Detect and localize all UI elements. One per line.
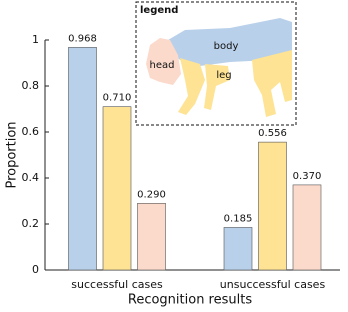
x-tick-label: successful cases bbox=[71, 278, 163, 291]
value-label: 0.556 bbox=[258, 128, 287, 139]
legend-swatch bbox=[252, 50, 292, 117]
bar bbox=[102, 106, 132, 271]
value-label: 0.290 bbox=[137, 189, 166, 200]
y-axis-label: Proportion bbox=[5, 121, 20, 188]
x-tick-label: unsuccessful cases bbox=[220, 278, 326, 291]
legend-swatch bbox=[204, 64, 230, 110]
y-tick-label: 0.4 bbox=[22, 171, 40, 184]
legend-label: body bbox=[214, 41, 239, 52]
legend-title: legend bbox=[140, 5, 178, 16]
y-tick-label: 1 bbox=[32, 33, 39, 46]
bar bbox=[258, 141, 287, 271]
legend-swatch bbox=[178, 58, 205, 115]
legend-label: leg bbox=[216, 70, 231, 81]
y-tick-label: 0.2 bbox=[22, 217, 40, 230]
legend-label: head bbox=[150, 60, 175, 71]
bar bbox=[292, 184, 322, 271]
bar bbox=[68, 47, 97, 271]
value-label: 0.370 bbox=[293, 171, 322, 182]
y-tick-label: 0 bbox=[32, 263, 39, 276]
y-tick-label: 0.6 bbox=[22, 125, 40, 138]
value-label: 0.185 bbox=[224, 213, 253, 224]
legend-swatch bbox=[146, 38, 181, 85]
y-tick-label: 0.8 bbox=[22, 79, 40, 92]
bar bbox=[223, 227, 253, 271]
bar bbox=[137, 203, 166, 271]
value-label: 0.710 bbox=[103, 93, 132, 104]
value-label: 0.968 bbox=[68, 33, 97, 44]
legend-swatch bbox=[168, 18, 292, 66]
x-axis-label: Recognition results bbox=[128, 293, 252, 308]
